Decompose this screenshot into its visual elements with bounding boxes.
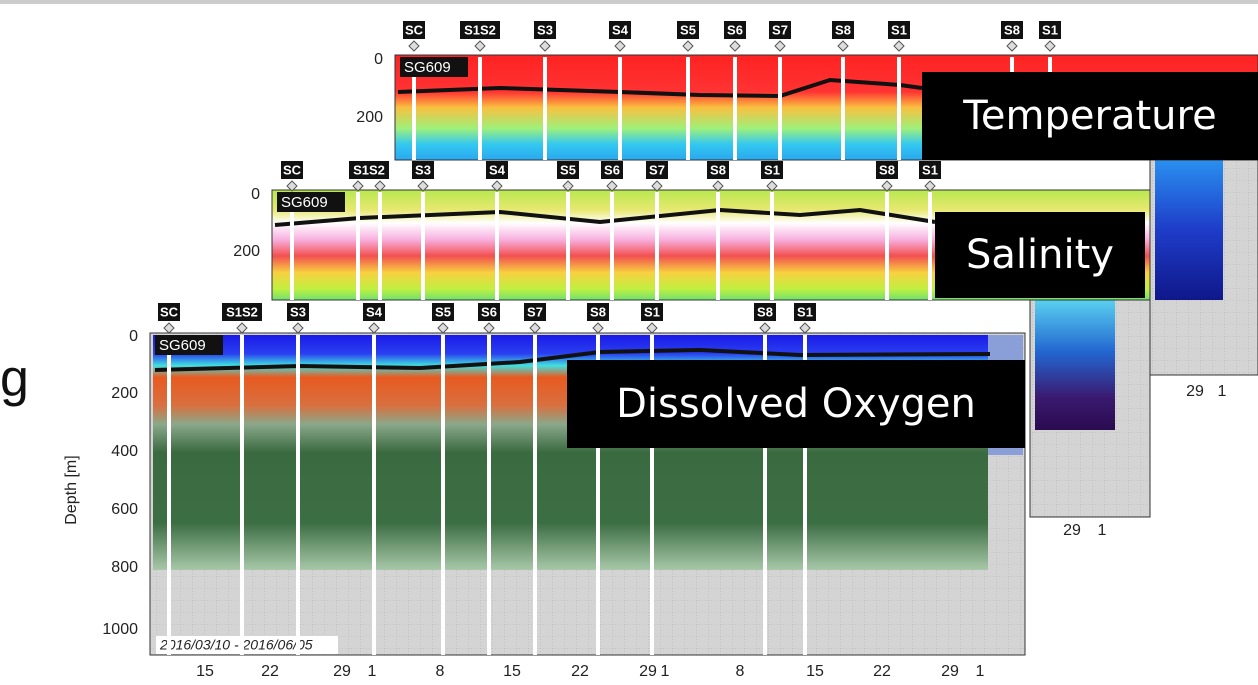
station-marker	[237, 323, 247, 333]
date-tick-label: 1	[1218, 383, 1227, 400]
station-label: S1S2	[464, 22, 496, 37]
glider-label: SG609	[281, 194, 328, 211]
station-marker	[615, 41, 625, 51]
station-marker	[760, 323, 770, 333]
depth-tick-label: 200	[233, 243, 260, 260]
date-tick-label: 22	[873, 663, 891, 680]
station-label: S8	[879, 162, 895, 177]
depth-tick-label: 0	[251, 186, 260, 203]
station-marker	[838, 41, 848, 51]
station-label: S6	[727, 22, 743, 37]
station-label: S6	[604, 162, 620, 177]
depth-tick-label: 0	[129, 328, 138, 345]
date-tick-label: 15	[503, 663, 521, 680]
date-tick-label: 1	[368, 663, 377, 680]
date-tick-label: 1	[1098, 522, 1107, 539]
station-label: S8	[1004, 22, 1020, 37]
slide: g 2910200SCS1S2S3S4S5S6S7S8S1S8S1SG609Te…	[0, 0, 1258, 685]
date-tick-label: 29	[639, 663, 657, 680]
station-label: S7	[527, 304, 543, 319]
depth-tick-label: 1000	[102, 621, 138, 638]
station-marker	[647, 323, 657, 333]
date-range: 2016/03/10 - 2016/06/05	[159, 637, 313, 653]
station-marker	[475, 41, 485, 51]
station-label: S6	[481, 304, 497, 319]
station-label: S7	[649, 162, 665, 177]
depth-axis-label: Depth [m]	[63, 455, 80, 524]
date-tick-label: 29	[1063, 522, 1081, 539]
date-tick-label: 8	[736, 663, 745, 680]
station-label: S1	[764, 162, 780, 177]
station-label: SC	[160, 304, 179, 319]
date-tick-label: 8	[436, 663, 445, 680]
date-tick-label: 22	[261, 663, 279, 680]
date-tick-label: 29	[1186, 383, 1204, 400]
station-label: S1	[797, 304, 813, 319]
station-marker	[484, 323, 494, 333]
station-label: S1S2	[353, 162, 385, 177]
station-label: SC	[405, 22, 424, 37]
station-label: S8	[590, 304, 606, 319]
depth-tick-label: 400	[111, 443, 138, 460]
date-tick-label: 1	[976, 663, 985, 680]
deep-field	[1035, 300, 1115, 430]
station-label: SC	[283, 162, 302, 177]
station-marker	[593, 323, 603, 333]
station-label: S1	[644, 304, 660, 319]
station-marker	[409, 41, 419, 51]
depth-tick-label: 200	[356, 109, 383, 126]
station-label: S4	[612, 22, 629, 37]
station-marker	[775, 41, 785, 51]
station-label: S5	[435, 304, 451, 319]
panels: 2910200SCS1S2S3S4S5S6S7S8S1S8S1SG609Temp…	[63, 21, 1258, 680]
panel-title: Dissolved Oxygen	[616, 381, 976, 427]
station-label: S1	[922, 162, 938, 177]
station-label: S1	[891, 22, 907, 37]
station-label: S3	[415, 162, 431, 177]
station-marker	[1007, 41, 1017, 51]
station-marker	[438, 323, 448, 333]
station-label: S1	[1042, 22, 1058, 37]
date-tick-label: 15	[196, 663, 214, 680]
station-marker	[530, 323, 540, 333]
glider-label: SG609	[159, 337, 206, 354]
station-label: S4	[366, 304, 383, 319]
glider-label: SG609	[404, 59, 451, 76]
station-marker	[369, 323, 379, 333]
station-label: S7	[772, 22, 788, 37]
station-marker	[540, 41, 550, 51]
depth-tick-label: 200	[111, 385, 138, 402]
station-label: S8	[757, 304, 773, 319]
station-label: S3	[290, 304, 306, 319]
station-label: S5	[560, 162, 576, 177]
date-tick-label: 22	[571, 663, 589, 680]
station-marker	[800, 323, 810, 333]
station-label: S1S2	[226, 304, 258, 319]
top-edge	[0, 0, 1258, 4]
panel-title: Salinity	[966, 232, 1114, 278]
station-marker	[683, 41, 693, 51]
station-marker	[1045, 41, 1055, 51]
date-tick-label: 29	[333, 663, 351, 680]
station-label: S4	[489, 162, 506, 177]
depth-tick-label: 0	[374, 51, 383, 68]
depth-tick-label: 600	[111, 501, 138, 518]
station-marker	[730, 41, 740, 51]
station-marker	[894, 41, 904, 51]
station-marker	[164, 323, 174, 333]
station-label: S8	[710, 162, 726, 177]
station-label: S3	[537, 22, 553, 37]
date-tick-label: 29	[941, 663, 959, 680]
station-label: S5	[680, 22, 696, 37]
deep-field	[1155, 160, 1223, 300]
date-tick-label: 1	[661, 663, 670, 680]
depth-tick-label: 800	[111, 559, 138, 576]
station-marker	[293, 323, 303, 333]
date-tick-label: 15	[806, 663, 824, 680]
cut-text: g	[0, 350, 29, 408]
station-label: S8	[835, 22, 851, 37]
panel-title: Temperature	[962, 93, 1216, 139]
